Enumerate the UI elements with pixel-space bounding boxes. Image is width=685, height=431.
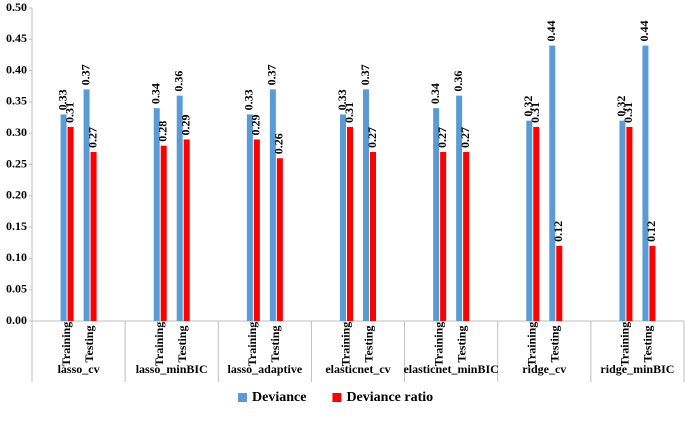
x-tick-label: Testing — [641, 326, 655, 363]
value-label: 0.31 — [62, 102, 76, 123]
bar — [269, 89, 276, 321]
y-tick-label: 0.40 — [6, 62, 27, 76]
y-tick-label: 0.50 — [6, 0, 27, 14]
y-tick-label: 0.15 — [6, 219, 27, 233]
x-tick-label: Testing — [548, 326, 562, 363]
group-label: lasso_minBIC — [136, 362, 208, 376]
value-label: 0.36 — [171, 71, 185, 92]
bar — [276, 158, 283, 321]
x-tick-label: Testing — [82, 326, 96, 363]
value-label: 0.12 — [551, 221, 565, 242]
bar — [340, 114, 346, 321]
bar — [526, 120, 533, 322]
bar — [60, 114, 67, 321]
bar — [183, 139, 190, 321]
value-label: 0.27 — [458, 127, 472, 148]
value-label: 0.29 — [249, 114, 263, 135]
value-label: 0.37 — [265, 64, 279, 85]
value-label: 0.29 — [178, 114, 192, 135]
value-label: 0.44 — [544, 21, 558, 42]
x-tick-label: Training — [152, 322, 166, 366]
group-label: ridge_minBIC — [600, 362, 674, 376]
x-tick-label: Training — [59, 322, 73, 366]
bar — [433, 108, 440, 321]
group-label: elasticnet_minBIC — [403, 362, 498, 376]
bar — [347, 126, 353, 321]
value-label: 0.27 — [85, 127, 99, 148]
x-tick-label: Training — [431, 322, 445, 366]
legend-swatch — [332, 393, 342, 402]
value-label: 0.44 — [637, 21, 651, 42]
x-tick-label: Training — [525, 322, 539, 366]
x-tick-label: Training — [618, 322, 632, 366]
y-tick-label: 0.00 — [6, 313, 27, 327]
y-tick-label: 0.35 — [6, 94, 27, 108]
x-tick-label: Training — [338, 322, 352, 366]
bar — [642, 45, 649, 322]
value-label: 0.12 — [644, 221, 658, 242]
bar — [456, 95, 463, 321]
y-tick-label: 0.25 — [6, 156, 27, 170]
value-label: 0.34 — [148, 83, 162, 104]
value-label: 0.34 — [428, 83, 442, 104]
y-tick-label: 0.10 — [6, 250, 27, 264]
value-label: 0.33 — [335, 89, 349, 110]
legend-label: Deviance ratio — [346, 390, 433, 405]
value-label: 0.37 — [358, 64, 372, 85]
group-label: lasso_cv — [58, 362, 100, 376]
bar — [67, 126, 74, 321]
value-label: 0.28 — [155, 121, 169, 142]
legend-swatch — [238, 393, 247, 402]
value-label: 0.37 — [78, 64, 92, 85]
bar — [83, 89, 90, 321]
x-tick-label: Testing — [454, 326, 468, 363]
bar — [153, 108, 160, 321]
bar — [246, 114, 253, 321]
value-label: 0.33 — [55, 89, 69, 110]
value-label: 0.32 — [521, 96, 535, 117]
bar — [363, 89, 369, 321]
value-label: 0.31 — [621, 102, 635, 123]
group-label: ridge_cv — [522, 362, 566, 376]
group-label: lasso_adaptive — [228, 362, 303, 376]
legend-label: Deviance — [252, 390, 306, 405]
value-label: 0.27 — [365, 127, 379, 148]
bar — [533, 126, 540, 321]
y-tick-label: 0.45 — [6, 31, 27, 45]
bar — [370, 151, 376, 321]
bar — [619, 120, 626, 322]
x-tick-label: Testing — [268, 326, 282, 363]
bar — [160, 145, 167, 321]
bar — [440, 151, 447, 321]
x-tick-label: Testing — [361, 326, 375, 363]
y-tick-label: 0.05 — [6, 281, 27, 295]
bar — [90, 151, 97, 321]
bar — [463, 151, 470, 321]
group-label: elasticnet_cv — [325, 362, 390, 376]
value-label: 0.36 — [451, 71, 465, 92]
value-label: 0.27 — [435, 127, 449, 148]
x-tick-label: Training — [245, 322, 259, 366]
x-tick-label: Testing — [175, 326, 189, 363]
bar — [176, 95, 183, 321]
bar — [556, 245, 563, 321]
y-tick-label: 0.30 — [6, 125, 27, 139]
bar — [253, 139, 260, 321]
value-label: 0.26 — [272, 133, 286, 154]
y-tick-label: 0.20 — [6, 188, 27, 202]
bar — [626, 126, 633, 321]
bar — [649, 245, 656, 321]
value-label: 0.33 — [242, 89, 256, 110]
value-label: 0.31 — [528, 102, 542, 123]
bar — [549, 45, 556, 322]
value-label: 0.32 — [614, 96, 628, 117]
value-label: 0.31 — [342, 102, 356, 123]
